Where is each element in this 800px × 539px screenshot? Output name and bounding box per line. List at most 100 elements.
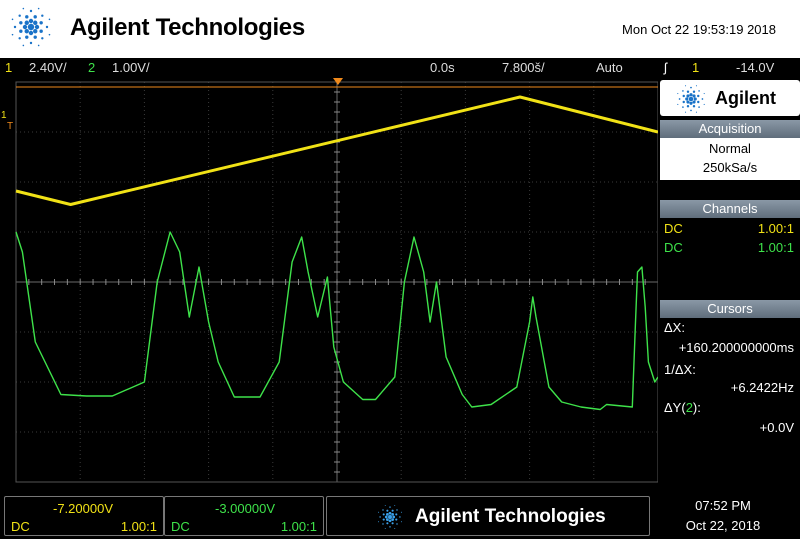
acquisition-body: Normal 250kSa/s (660, 138, 800, 180)
ch1-offset-box[interactable]: -7.20000V DC 1.00:1 (4, 496, 164, 536)
ch2-offset-box[interactable]: -3.00000V DC 1.00:1 (164, 496, 324, 536)
logo-dot (28, 30, 34, 36)
logo-dot (33, 29, 38, 34)
logo-dot (695, 85, 698, 87)
side-panel: Agilent Acquisition Normal 250kSa/s Chan… (660, 80, 800, 480)
logo-dot (19, 21, 23, 25)
logo-dot (25, 15, 29, 19)
channel1-coupling[interactable]: DC (664, 221, 683, 236)
logo-dot (391, 509, 394, 512)
logo-dot (692, 105, 696, 108)
logo-dot (11, 18, 14, 21)
trigger-mode[interactable]: Auto (596, 60, 623, 75)
ch2-trace (15, 231, 658, 411)
logo-dot (13, 25, 17, 29)
ch1-number[interactable]: 1 (5, 60, 13, 75)
logo-dot (41, 37, 44, 40)
logo-dot (388, 519, 392, 523)
logo-dot (684, 85, 687, 87)
logo-dot (18, 14, 21, 17)
logo-dot (29, 9, 33, 13)
logo-dot (33, 15, 37, 19)
logo-dot (382, 513, 385, 516)
logo-dot (690, 86, 692, 89)
channel2-probe[interactable]: 1.00:1 (757, 240, 794, 255)
logo-dot (386, 509, 389, 512)
logo-dot (677, 103, 679, 106)
panel-brand-box: Agilent (660, 80, 800, 116)
logo-dot (33, 20, 38, 25)
logo-dot (689, 101, 693, 105)
trigger-position-marker[interactable] (333, 78, 343, 85)
logo-dot (697, 94, 700, 98)
logo-dot (698, 106, 700, 108)
logo-dot (37, 7, 40, 10)
logo-dot (28, 18, 34, 24)
logo-dot (48, 33, 51, 36)
logo-dot (692, 100, 696, 104)
cursor-inverse-dx-value: +6.2422Hz (730, 380, 794, 395)
acquisition-mode: Normal (709, 141, 751, 156)
bottom-bar: -7.20000V DC 1.00:1 -3.00000V DC 1.00:1 … (0, 494, 800, 539)
channels-header[interactable]: Channels (660, 200, 800, 218)
logo-dot (389, 526, 391, 528)
logo-dot (384, 527, 386, 529)
cursor-dy-label: ΔY(2): (664, 400, 701, 415)
header-datetime: Mon Oct 22 19:53:19 2018 (622, 22, 776, 37)
logo-dot (701, 98, 704, 100)
clock-time: 07:52 PM (695, 498, 751, 513)
logo-dot (693, 97, 697, 101)
logo-dot (382, 523, 384, 525)
trace-layer (15, 95, 658, 411)
logo-dot (692, 90, 696, 93)
logo-dot (22, 7, 25, 10)
logo-dot (396, 509, 398, 511)
logo-dot (399, 516, 401, 518)
logo-dot (384, 515, 388, 519)
logo-dot (686, 94, 690, 98)
panel-brand: Agilent (715, 88, 776, 108)
logo-dot (391, 513, 394, 516)
ch1-ground-marker[interactable]: 1 (1, 110, 7, 121)
logo-dot (692, 94, 696, 98)
waveform-plot[interactable]: 1 T (0, 78, 658, 488)
time-position[interactable]: 0.0s (430, 60, 455, 75)
ch1-scale[interactable]: 2.40V/ (29, 60, 67, 75)
cursors-header[interactable]: Cursors (660, 300, 800, 318)
header-brand: Agilent Technologies (70, 14, 305, 41)
logo-dot (379, 516, 381, 518)
agilent-spark-logo-icon (677, 85, 705, 113)
trigger-source[interactable]: 1 (692, 60, 700, 75)
logo-dot (697, 100, 700, 104)
ch1-trace (15, 95, 658, 206)
time-scale[interactable]: 7.800š/ (502, 60, 545, 75)
cursor-dx-label: ΔX: (664, 320, 685, 335)
cursor-inverse-dx-label: 1/ΔX: (664, 362, 696, 377)
agilent-spark-logo-icon (11, 7, 51, 47)
trigger-level[interactable]: -14.0V (736, 60, 775, 75)
logo-dot (400, 521, 402, 523)
waveform-display[interactable]: 1 T (0, 78, 658, 488)
cursor-dy-value: +0.0V (759, 420, 794, 435)
logo-dot (45, 25, 49, 29)
logo-dot (34, 24, 40, 30)
logo-dot (25, 35, 29, 39)
logo-dot (400, 511, 402, 513)
trigger-slope-icon[interactable]: ʃ (664, 60, 667, 75)
header-bar: Agilent Technologies Mon Oct 22 19:53:19… (0, 0, 800, 58)
channel2-coupling[interactable]: DC (664, 240, 683, 255)
logo-dot (391, 522, 394, 525)
ch2-scale[interactable]: 1.00V/ (112, 60, 150, 75)
logo-dot (389, 506, 391, 508)
logo-dot (29, 41, 33, 45)
trigger-level-marker[interactable]: T (7, 121, 13, 132)
logo-dot (37, 44, 40, 47)
ch2-number[interactable]: 2 (88, 60, 96, 75)
ch2-coupling: DC (171, 519, 190, 534)
logo-dot (695, 111, 698, 113)
logo-dot (11, 33, 14, 36)
channel1-probe[interactable]: 1.00:1 (757, 221, 794, 236)
logo-dot (677, 92, 679, 95)
agilent-spark-logo-icon (378, 505, 402, 529)
acquisition-header[interactable]: Acquisition (660, 120, 800, 138)
